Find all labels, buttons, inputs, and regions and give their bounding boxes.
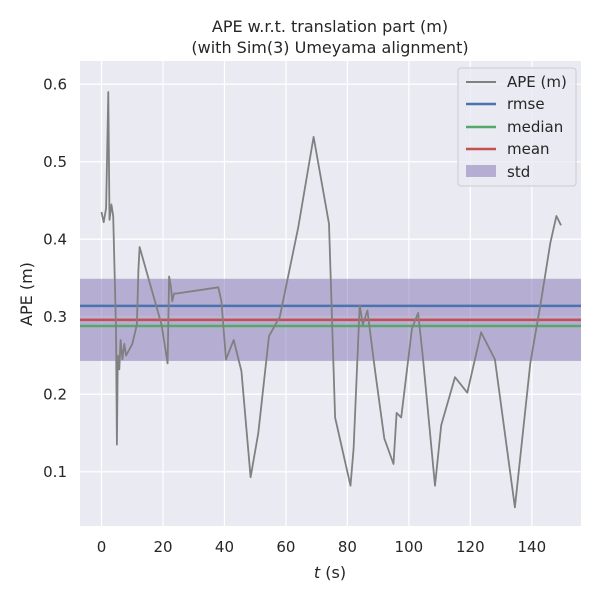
legend-label-rmse: rmse [507,95,545,113]
legend-label-std: std [507,163,530,181]
x-tick-label: 0 [97,538,107,556]
chart-title-line2: (with Sim(3) Umeyama alignment) [191,38,468,57]
legend-label-median: median [507,118,563,136]
x-tick-label: 120 [456,538,485,556]
y-tick-label: 0.5 [43,153,67,171]
y-tick-label: 0.2 [43,385,67,403]
chart-title-line1: APE w.r.t. translation part (m) [212,17,448,36]
y-tick-label: 0.1 [43,463,67,481]
statistic-lines [80,304,581,328]
x-axis-label-unit: (s) [320,563,346,582]
x-tick-label: 20 [153,538,172,556]
x-tick-label: 40 [215,538,234,556]
x-tick-label: 140 [518,538,547,556]
legend-swatch-std [466,165,496,177]
y-tick-label: 0.3 [43,308,67,326]
ape-series-line [100,91,562,509]
x-axis-label-var: t [314,563,321,582]
legend: APE (m) rmse median mean std [457,67,577,187]
legend-label-mean: mean [507,140,550,158]
legend-frame [457,67,577,187]
x-tick-labels: 0 20 40 60 80 100 120 140 [97,538,546,556]
x-axis-label: t (s) [314,563,346,582]
y-axis-label: APE (m) [17,262,36,326]
x-tick-label: 80 [338,538,357,556]
y-tick-label: 0.4 [43,230,67,248]
x-tick-label: 60 [276,538,295,556]
legend-label-ape: APE (m) [507,73,567,91]
y-tick-labels: 0.1 0.2 0.3 0.4 0.5 0.6 [43,75,67,481]
ape-series-group [100,91,562,509]
x-tick-label: 100 [395,538,424,556]
y-tick-label: 0.6 [43,75,67,93]
